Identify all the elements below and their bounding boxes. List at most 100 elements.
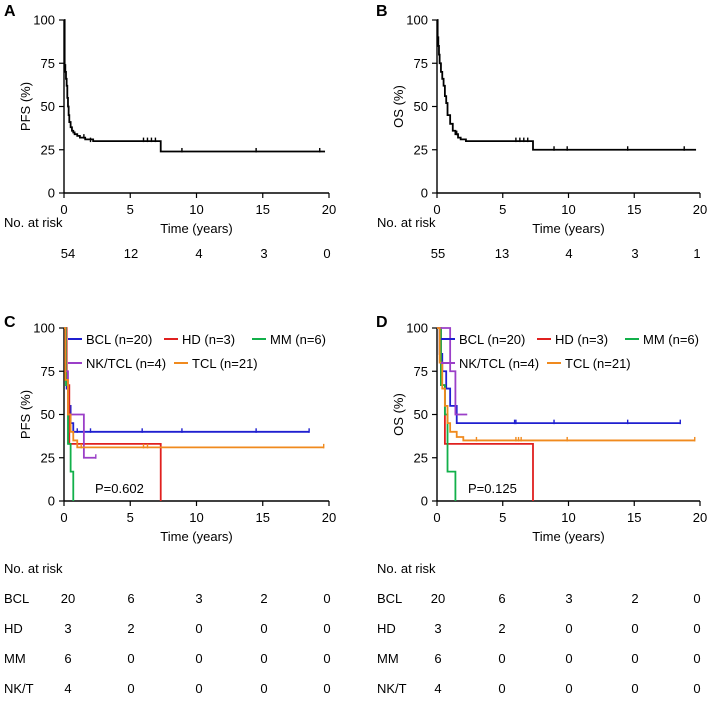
risk-value: 3 — [434, 621, 441, 636]
y-tick-label: 50 — [414, 99, 428, 114]
legend-label: NK/TCL (n=4) — [459, 356, 539, 371]
legend-label: TCL (n=21) — [192, 356, 258, 371]
km-curve-1 — [63, 19, 326, 153]
risk-value: 2 — [127, 621, 134, 636]
x-axis-label: Time (years) — [532, 529, 604, 544]
risk-table-title: No. at risk — [377, 561, 436, 576]
x-tick-label: 10 — [561, 510, 575, 525]
risk-value: 0 — [631, 651, 638, 666]
risk-value: 3 — [631, 246, 638, 261]
y-tick-label: 0 — [48, 186, 55, 201]
risk-value: 0 — [260, 651, 267, 666]
legend-label: NK/TCL (n=4) — [86, 356, 166, 371]
risk-value: 4 — [565, 246, 572, 261]
km-curve-1 — [436, 19, 697, 151]
risk-value: 0 — [323, 681, 330, 696]
risk-value: 0 — [195, 651, 202, 666]
risk-row-label: NK/T — [4, 681, 34, 696]
y-axis-label: OS (%) — [391, 393, 406, 436]
risk-value: 2 — [631, 591, 638, 606]
risk-value: 0 — [195, 681, 202, 696]
x-axis-label: Time (years) — [160, 529, 232, 544]
y-tick-label: 0 — [48, 494, 55, 509]
x-tick-label: 15 — [256, 510, 270, 525]
risk-row-label: HD — [377, 621, 396, 636]
km-curve-5 — [437, 327, 695, 442]
risk-value: 0 — [631, 621, 638, 636]
y-tick-label: 100 — [406, 321, 428, 336]
y-tick-label: 25 — [41, 142, 55, 157]
risk-value: 0 — [498, 651, 505, 666]
risk-value: 6 — [434, 651, 441, 666]
risk-value: 0 — [498, 681, 505, 696]
risk-value: 1 — [693, 246, 700, 261]
risk-value: 0 — [260, 621, 267, 636]
risk-row-label: MM — [377, 651, 399, 666]
y-tick-label: 100 — [33, 321, 55, 336]
risk-value: 0 — [565, 651, 572, 666]
x-tick-label: 10 — [189, 510, 203, 525]
risk-value: 0 — [323, 246, 330, 261]
x-axis-label: Time (years) — [532, 221, 604, 236]
x-tick-label: 10 — [561, 202, 575, 217]
legend-label: HD (n=3) — [555, 332, 608, 347]
risk-value: 0 — [323, 591, 330, 606]
km-curve-3 — [437, 327, 457, 501]
legend-label: HD (n=3) — [182, 332, 235, 347]
y-tick-label: 75 — [414, 364, 428, 379]
risk-table-title: No. at risk — [4, 561, 63, 576]
risk-value: 0 — [260, 681, 267, 696]
risk-value: 4 — [195, 246, 202, 261]
risk-value: 3 — [565, 591, 572, 606]
y-tick-label: 0 — [421, 186, 428, 201]
x-tick-label: 5 — [499, 510, 506, 525]
x-tick-label: 20 — [322, 510, 336, 525]
x-tick-label: 20 — [693, 202, 707, 217]
x-tick-label: 15 — [627, 202, 641, 217]
risk-row-label: HD — [4, 621, 23, 636]
risk-value: 0 — [323, 621, 330, 636]
x-tick-label: 5 — [499, 202, 506, 217]
risk-value: 2 — [260, 591, 267, 606]
risk-value: 3 — [195, 591, 202, 606]
y-tick-label: 75 — [41, 56, 55, 71]
risk-value: 0 — [631, 681, 638, 696]
y-tick-label: 50 — [41, 407, 55, 422]
risk-value: 0 — [195, 621, 202, 636]
y-tick-label: 75 — [41, 364, 55, 379]
risk-value: 0 — [323, 651, 330, 666]
risk-value: 0 — [565, 621, 572, 636]
x-tick-label: 15 — [627, 510, 641, 525]
risk-value: 12 — [124, 246, 138, 261]
risk-value: 0 — [693, 681, 700, 696]
panel-b: B 0 25 50 75 100 0 5 10 15 20 OS (%) Time (years) No.… — [376, 3, 707, 261]
risk-value: 4 — [434, 681, 441, 696]
x-tick-label: 20 — [322, 202, 336, 217]
y-axis-label: PFS (%) — [18, 82, 33, 131]
risk-row-label: BCL — [4, 591, 29, 606]
risk-value: 4 — [64, 681, 71, 696]
p-value: P=0.125 — [468, 481, 517, 496]
km-curve-4 — [437, 327, 468, 416]
legend-label: MM (n=6) — [270, 332, 326, 347]
x-tick-label: 10 — [189, 202, 203, 217]
risk-value: 0 — [693, 651, 700, 666]
risk-value: 3 — [64, 621, 71, 636]
x-tick-label: 0 — [433, 202, 440, 217]
risk-row-label: MM — [4, 651, 26, 666]
risk-value: 6 — [498, 591, 505, 606]
y-tick-label: 50 — [414, 407, 428, 422]
x-axis-label: Time (years) — [160, 221, 232, 236]
risk-row-label: BCL — [377, 591, 402, 606]
y-tick-label: 25 — [41, 450, 55, 465]
y-tick-label: 50 — [41, 99, 55, 114]
legend-label: TCL (n=21) — [565, 356, 631, 371]
risk-table-title: No. at risk — [4, 215, 63, 230]
risk-row-label: NK/T — [377, 681, 407, 696]
risk-value: 2 — [498, 621, 505, 636]
y-tick-label: 100 — [33, 13, 55, 28]
p-value: P=0.602 — [95, 481, 144, 496]
risk-value: 0 — [565, 681, 572, 696]
y-axis-label: PFS (%) — [18, 390, 33, 439]
